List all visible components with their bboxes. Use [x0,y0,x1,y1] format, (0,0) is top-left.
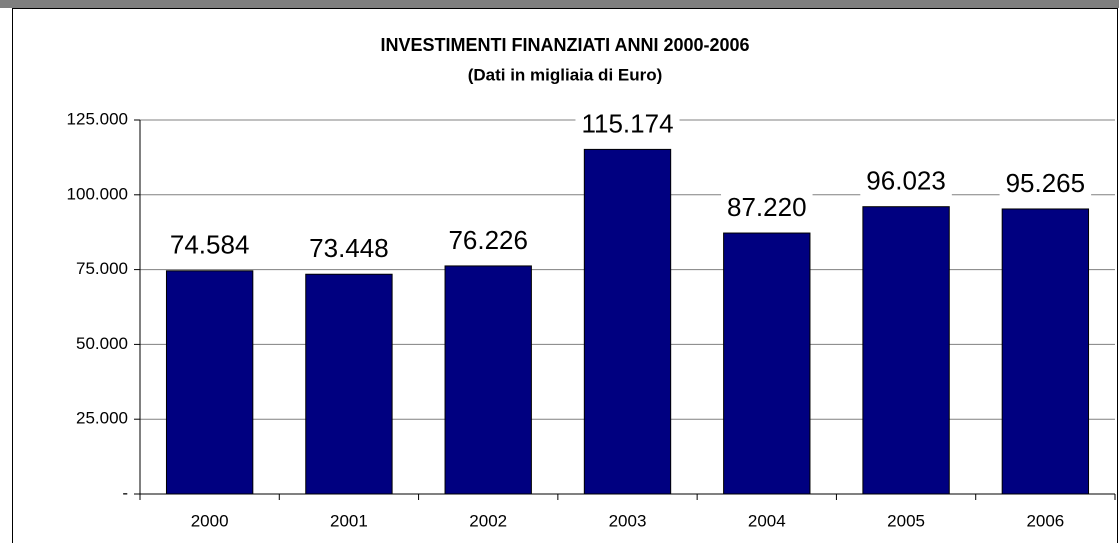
data-label-bg [860,163,952,198]
data-label: 96.023 [866,166,946,196]
chart-title: INVESTIMENTI FINANZIATI ANNI 2000-2006 [380,35,749,55]
x-tick-label: 2000 [191,511,229,530]
data-label: 76.226 [448,225,528,255]
top-bar [0,0,1119,8]
y-tick-label: 25.000 [76,409,128,428]
y-tick-label: - [122,483,128,502]
data-label: 95.265 [1006,168,1086,198]
y-tick-label: 75.000 [76,259,128,278]
x-tick-label: 2005 [887,511,925,530]
data-label: 73.448 [309,233,389,263]
x-tick-label: 2002 [469,511,507,530]
y-tick-label: 50.000 [76,334,128,353]
x-tick-label: 2006 [1026,511,1064,530]
data-label-bg [163,227,256,262]
x-tick-label: 2003 [609,511,647,530]
data-label-bg [575,106,680,141]
y-tick-label: 100.000 [67,184,128,203]
data-label-bg [303,231,395,266]
bar [165,270,254,495]
bar [444,265,532,495]
data-label-bg [442,222,534,257]
x-tick-label: 2004 [748,511,786,530]
bar [583,148,672,495]
data-label-bg [999,165,1092,200]
bar [305,273,393,495]
chart-subtitle: (Dati in migliaia di Euro) [468,65,663,84]
y-tick-label: 125.000 [67,109,128,128]
bar [1001,208,1090,495]
data-label: 87.220 [727,192,807,222]
bar [862,206,950,495]
data-label: 115.174 [581,108,673,138]
data-label-bg [721,189,813,224]
x-tick-label: 2001 [330,511,368,530]
bar [723,232,811,495]
data-label: 74.584 [170,230,250,260]
